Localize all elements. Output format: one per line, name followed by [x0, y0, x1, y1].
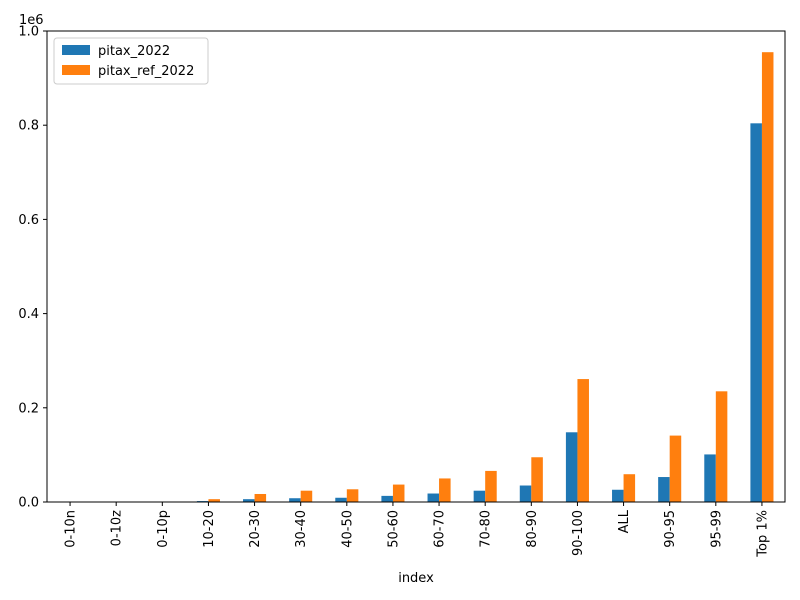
bar-pitax_2022-40-50 — [335, 497, 347, 502]
x-tick-label: 70-80 — [479, 510, 494, 548]
bars-group — [196, 52, 774, 502]
plot-frame — [46, 30, 786, 503]
x-tick-label: 80-90 — [525, 510, 540, 548]
bar-pitax_ref_2022-20-30 — [254, 493, 267, 502]
x-tick-label: ALL — [617, 509, 632, 533]
legend-swatch-pitax_ref_2022 — [62, 65, 90, 75]
bar-pitax_ref_2022-80-90 — [531, 457, 543, 502]
bar-pitax_2022-70-80 — [473, 490, 486, 502]
y-offset-label: 1e6 — [19, 13, 44, 28]
legend-label-pitax_2022: pitax_2022 — [98, 44, 170, 59]
bar-pitax_ref_2022-40-50 — [346, 489, 359, 502]
bar-pitax_2022-60-70 — [427, 493, 440, 502]
bar-pitax_ref_2022-60-70 — [439, 478, 451, 502]
bar-pitax_ref_2022-ALL — [623, 474, 636, 502]
bar-pitax_2022-30-40 — [289, 498, 301, 502]
bar-pitax_2022-Top 1% — [750, 123, 762, 502]
bar-pitax_2022-50-60 — [381, 495, 393, 502]
x-tick-label: 90-100 — [571, 510, 586, 556]
bar-pitax_ref_2022-50-60 — [392, 484, 405, 502]
x-axis: 0-10n 0-10z 0-10p 10-20 20-30 30-40 40-50 50-60… — [64, 502, 770, 558]
x-tick-label: 95-99 — [709, 510, 724, 548]
bar-pitax_ref_2022-95-99 — [715, 391, 728, 502]
x-tick-label: 20-30 — [248, 510, 263, 548]
y-tick-label: 0.0 — [18, 496, 39, 511]
bar-pitax_2022-95-99 — [704, 454, 716, 502]
legend-label-pitax_ref_2022: pitax_ref_2022 — [98, 64, 194, 79]
x-tick-label: Top 1% — [755, 510, 770, 558]
bar-pitax_ref_2022-Top 1% — [761, 52, 774, 502]
x-tick-label: 60-70 — [433, 510, 448, 548]
y-tick-label: 0.4 — [18, 307, 39, 322]
bar-pitax_ref_2022-90-100 — [577, 379, 589, 502]
y-axis: 0.0 0.2 0.4 0.6 0.8 1.0 — [18, 25, 47, 511]
legend-box — [53, 37, 209, 85]
x-tick-label: 90-95 — [663, 510, 678, 548]
x-axis-label: index — [398, 571, 434, 586]
x-tick-label: 0-10z — [110, 510, 125, 547]
bar-pitax_2022-20-30 — [243, 499, 255, 502]
x-tick-label: 0-10p — [156, 510, 171, 548]
legend: pitax_2022 pitax_ref_2022 — [53, 37, 209, 85]
x-tick-label: 30-40 — [294, 510, 309, 548]
x-tick-label: 50-60 — [386, 510, 401, 548]
bar-pitax_ref_2022-10-20 — [208, 499, 220, 502]
x-tick-label: 0-10n — [64, 510, 79, 548]
y-tick-label: 0.6 — [18, 213, 39, 228]
legend-swatch-pitax_2022 — [62, 45, 90, 55]
y-tick-label: 0.8 — [18, 119, 39, 134]
bar-pitax_2022-80-90 — [519, 485, 532, 502]
bar-pitax_2022-ALL — [612, 489, 624, 502]
y-tick-label: 1.0 — [18, 25, 39, 40]
bar-pitax_2022-90-100 — [565, 432, 578, 502]
x-tick-label: 40-50 — [340, 510, 355, 548]
x-tick-label: 10-20 — [202, 510, 217, 548]
bar-pitax_ref_2022-90-95 — [669, 435, 682, 502]
bar-pitax_2022-90-95 — [658, 477, 670, 502]
bar-pitax_ref_2022-70-80 — [485, 470, 497, 502]
bar-pitax_ref_2022-30-40 — [300, 490, 313, 502]
y-tick-label: 0.2 — [18, 401, 39, 416]
